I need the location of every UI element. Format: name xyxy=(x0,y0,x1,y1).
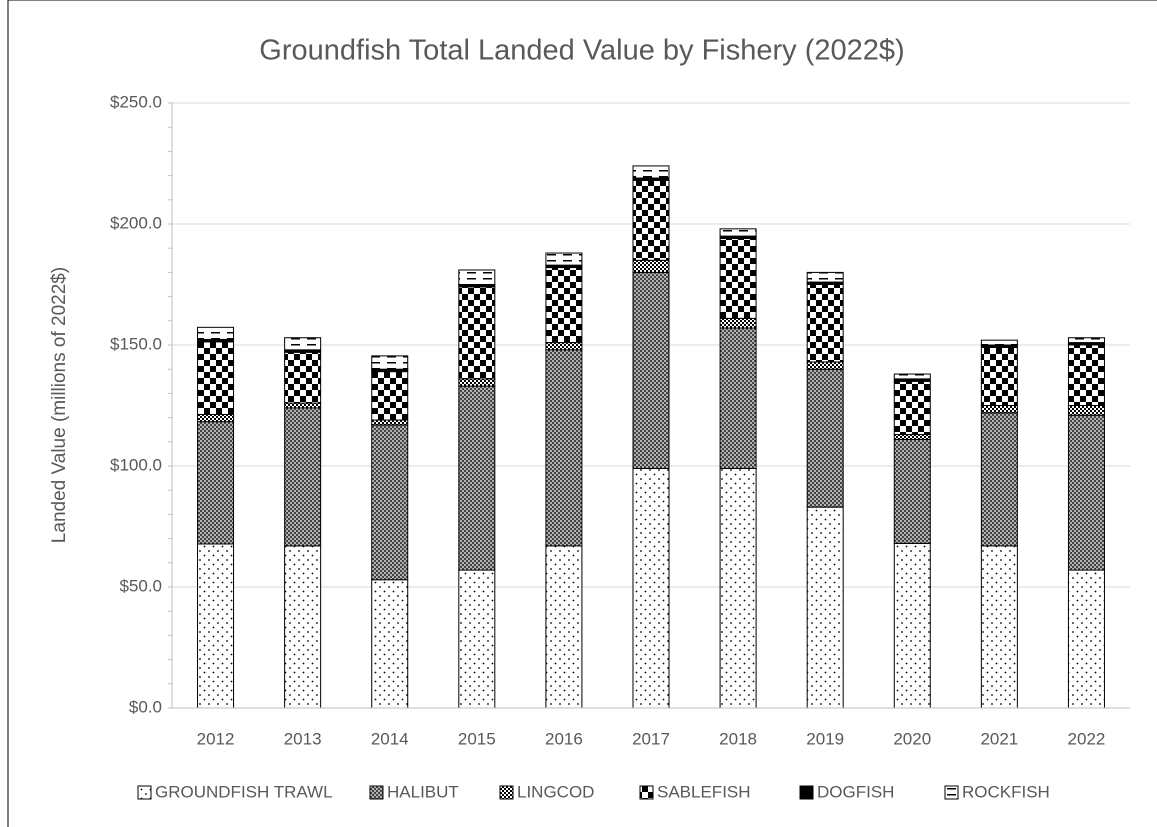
legend-label: LINGCOD xyxy=(517,782,594,801)
bar-segment xyxy=(1067,414,1105,571)
bar-segment xyxy=(284,337,322,351)
bar-segment xyxy=(545,349,583,547)
bar-segment xyxy=(371,419,409,426)
legend-swatch xyxy=(639,785,654,800)
bar-segment xyxy=(893,380,931,436)
bar-segment xyxy=(197,341,235,415)
bar-segment xyxy=(719,467,757,709)
bar-segment xyxy=(197,326,235,340)
bar-segment xyxy=(1067,569,1105,709)
legend-label: SABLEFISH xyxy=(657,782,751,801)
x-tick-label: 2017 xyxy=(632,729,670,748)
y-axis-title: Landed Value (millions of 2022$) xyxy=(49,267,70,543)
bar-segment xyxy=(371,371,409,421)
bar-segment xyxy=(1067,344,1105,406)
y-tick-label: $150.0 xyxy=(110,334,162,353)
x-tick-label: 2016 xyxy=(545,729,583,748)
bar-segment xyxy=(806,271,844,283)
bar-segment xyxy=(893,542,931,709)
bar-segment xyxy=(371,355,409,370)
y-tick-label: $100.0 xyxy=(110,455,162,474)
legend-swatch xyxy=(369,785,384,800)
bar-segment xyxy=(371,579,409,709)
frame xyxy=(7,0,1157,827)
bar-segment xyxy=(980,405,1018,414)
legend-label: GROUNDFISH TRAWL xyxy=(155,782,333,801)
bar-segment xyxy=(197,421,235,545)
bar-segment xyxy=(719,317,757,329)
bar-segment xyxy=(197,413,235,423)
bar-segment xyxy=(632,271,670,469)
bar-segment xyxy=(980,545,1018,709)
y-tick-label: $200.0 xyxy=(110,213,162,232)
legend-label: HALIBUT xyxy=(387,782,459,801)
legend-swatch xyxy=(799,785,814,800)
x-tick-label: 2018 xyxy=(719,729,757,748)
bar-segment xyxy=(980,346,1018,407)
bar-segment xyxy=(632,467,670,709)
y-tick-label: $0.0 xyxy=(129,697,162,716)
x-tick-label: 2013 xyxy=(284,729,322,748)
bar-segment xyxy=(458,378,496,387)
bar-segment xyxy=(632,179,670,261)
legend-swatch xyxy=(944,785,959,800)
bar-segment xyxy=(893,434,931,440)
y-tick-label: $250.0 xyxy=(110,92,162,111)
x-tick-label: 2020 xyxy=(893,729,931,748)
bar-segment xyxy=(806,506,844,709)
bar-segment xyxy=(545,545,583,709)
bar-segment xyxy=(545,342,583,351)
bar-segment xyxy=(1067,337,1105,344)
x-tick-label: 2021 xyxy=(980,729,1018,748)
bar-segment xyxy=(719,228,757,237)
bar-segment xyxy=(806,361,844,370)
bar-segment xyxy=(284,351,322,404)
bar-segment xyxy=(371,424,409,581)
bar-segment xyxy=(806,284,844,363)
bar-segment xyxy=(1067,405,1105,416)
legend-swatch xyxy=(499,785,514,800)
bar-segment xyxy=(197,543,235,709)
bar-segment xyxy=(719,238,757,319)
bar-segment xyxy=(980,339,1018,346)
bar-segment xyxy=(545,252,583,266)
bar-segment xyxy=(458,286,496,380)
legend-swatch xyxy=(137,785,152,800)
bar-segment xyxy=(458,385,496,571)
legend-label: DOGFISH xyxy=(817,782,894,801)
bar-segment xyxy=(545,267,583,344)
y-tick-label: $50.0 xyxy=(119,576,162,595)
bar-segment xyxy=(284,407,322,547)
bar-segment xyxy=(458,269,496,286)
x-tick-label: 2012 xyxy=(197,729,235,748)
bar-segment xyxy=(893,373,931,380)
bar-segment xyxy=(632,259,670,273)
bar-segment xyxy=(806,368,844,508)
chart-title: Groundfish Total Landed Value by Fishery… xyxy=(259,35,904,67)
bar-segment xyxy=(284,402,322,409)
bar-segment xyxy=(719,327,757,469)
bar-segment xyxy=(893,438,931,544)
x-tick-label: 2015 xyxy=(458,729,496,748)
legend-label: ROCKFISH xyxy=(962,782,1050,801)
x-tick-label: 2022 xyxy=(1068,729,1106,748)
bar-segment xyxy=(980,412,1018,547)
bar-segment xyxy=(632,165,670,179)
bar-segment xyxy=(284,545,322,709)
bar-segment xyxy=(458,569,496,709)
x-tick-label: 2019 xyxy=(806,729,844,748)
x-tick-label: 2014 xyxy=(371,729,409,748)
